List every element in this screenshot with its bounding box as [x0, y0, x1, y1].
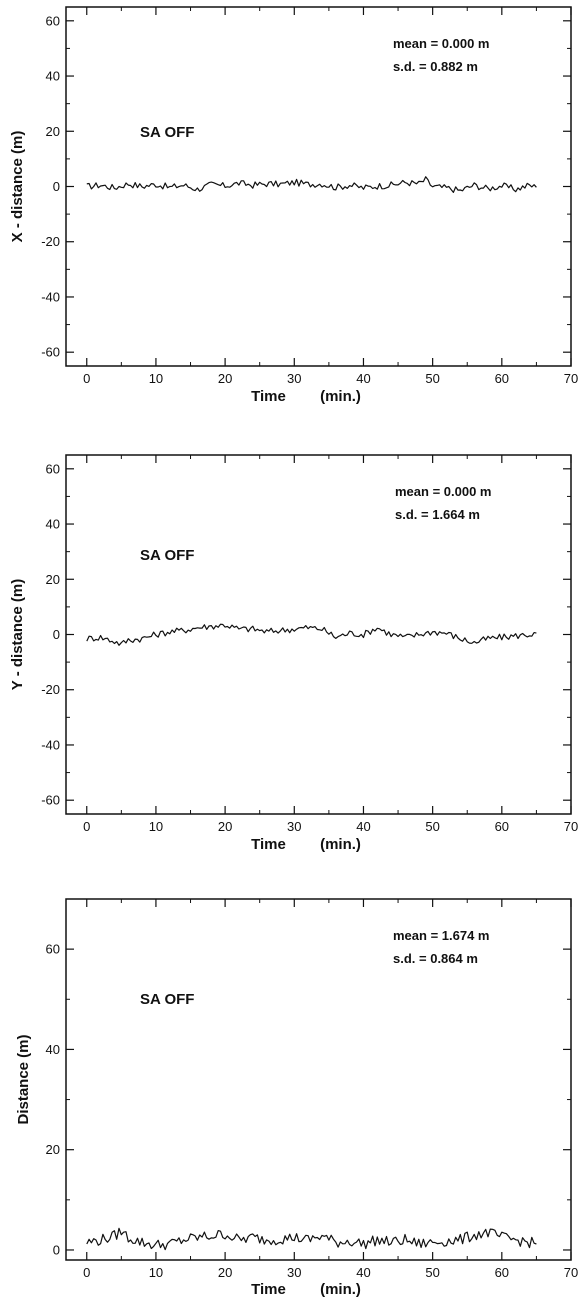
- y-tick-label: -60: [41, 345, 60, 360]
- y-tick-label: -60: [41, 793, 60, 808]
- y-tick-label: -40: [41, 289, 60, 304]
- y-axis-title: Y - distance (m): [9, 579, 26, 690]
- x-tick-label: 30: [287, 1265, 301, 1280]
- x-axis-title: Time: [251, 1281, 286, 1298]
- sa-off-label: SA OFF: [140, 991, 194, 1008]
- sd-label: s.d. = 1.664 m: [395, 507, 480, 522]
- plot-frame: [65, 454, 572, 815]
- data-series-line: [86, 176, 537, 193]
- x-axis-unit: (min.): [320, 388, 361, 405]
- y-axis-title: Distance (m): [15, 1034, 32, 1124]
- x-axis-title: Time: [251, 388, 286, 405]
- x-tick-label: 20: [218, 1265, 232, 1280]
- y-tick-label: 0: [53, 179, 60, 194]
- chart-panel-2: 0 10 20 30 40 50 60 70 60 40 20 0 -20 -40 -60 Time (min.…: [9, 454, 578, 853]
- y-tick-label: -40: [41, 737, 60, 752]
- x-tick-label: 70: [564, 1265, 578, 1280]
- y-tick-label: 40: [46, 69, 60, 84]
- x-tick-label: 60: [495, 819, 509, 834]
- x-tick-label: 40: [356, 819, 370, 834]
- y-tick-label: 0: [53, 1242, 60, 1257]
- y-tick-label: 40: [46, 1042, 60, 1057]
- y-tick-label: 60: [46, 461, 60, 476]
- x-tick-label: 60: [495, 371, 509, 386]
- x-axis-unit: (min.): [320, 836, 361, 853]
- x-tick-label: 20: [218, 819, 232, 834]
- x-tick-label: 60: [495, 1265, 509, 1280]
- sa-off-label: SA OFF: [140, 547, 194, 564]
- x-axis-title: Time: [251, 836, 286, 853]
- x-tick-label: 0: [83, 1265, 90, 1280]
- x-tick-label: 50: [425, 819, 439, 834]
- y-tick-label: 20: [46, 124, 60, 139]
- data-series-line: [86, 1227, 537, 1251]
- sd-label: s.d. = 0.864 m: [393, 951, 478, 966]
- x-tick-label: 30: [287, 371, 301, 386]
- chart-panel-1: 0 10 20 30 40 50 60 70 60 40 20 0 -20 -40 -60 Time (min.…: [9, 6, 578, 405]
- plot-frame: [65, 898, 572, 1261]
- sd-label: s.d. = 0.882 m: [393, 59, 478, 74]
- mean-label: mean = 0.000 m: [395, 484, 491, 499]
- data-series-line: [86, 623, 537, 646]
- x-tick-label: 30: [287, 819, 301, 834]
- sa-off-label: SA OFF: [140, 124, 194, 141]
- x-tick-label: 50: [425, 371, 439, 386]
- y-tick-label: 20: [46, 572, 60, 587]
- x-tick-label: 10: [149, 371, 163, 386]
- y-tick-label: 0: [53, 627, 60, 642]
- x-tick-label: 70: [564, 819, 578, 834]
- y-tick-label: 40: [46, 517, 60, 532]
- mean-label: mean = 1.674 m: [393, 928, 489, 943]
- x-tick-label: 70: [564, 371, 578, 386]
- y-tick-label: -20: [41, 682, 60, 697]
- y-axis-title: X - distance (m): [9, 131, 26, 243]
- mean-label: mean = 0.000 m: [393, 36, 489, 51]
- x-tick-label: 20: [218, 371, 232, 386]
- y-tick-label: 60: [46, 13, 60, 28]
- x-tick-label: 0: [83, 371, 90, 386]
- y-tick-label: -20: [41, 234, 60, 249]
- y-tick-label: 20: [46, 1142, 60, 1157]
- x-axis-unit: (min.): [320, 1281, 361, 1298]
- chart-panel-3: 0 10 20 30 40 50 60 70 60 40 20 0 Time (min.) Distance…: [15, 898, 578, 1298]
- x-tick-label: 50: [425, 1265, 439, 1280]
- x-tick-label: 40: [356, 371, 370, 386]
- x-tick-label: 10: [149, 1265, 163, 1280]
- x-tick-label: 40: [356, 1265, 370, 1280]
- x-tick-label: 10: [149, 819, 163, 834]
- x-tick-label: 0: [83, 819, 90, 834]
- y-tick-label: 60: [46, 942, 60, 957]
